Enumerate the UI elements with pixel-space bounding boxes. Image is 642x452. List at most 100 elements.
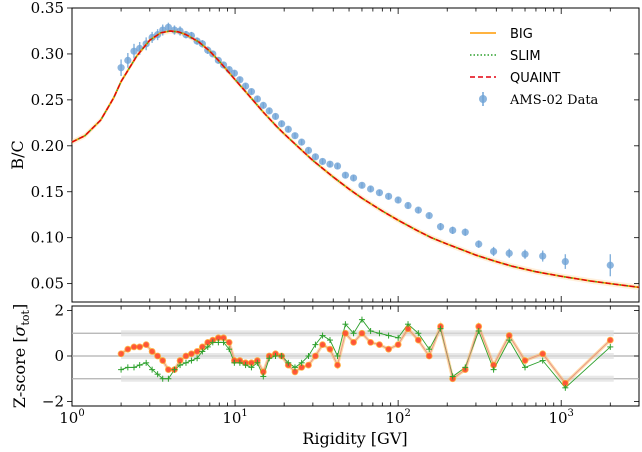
ams02-data-point [449,226,457,234]
zscore-point-quaint [506,332,512,339]
zscore-panel: −202 100 101 102 103 Z-score [σtot] Rigidit… [10,302,640,448]
bottom-data-layer [117,316,614,391]
x-tick-label: 101 [222,408,247,427]
ams02-data-point [367,185,375,193]
ams02-data-point [436,223,445,231]
zscore-ref-band [121,330,614,337]
ams02-data-point [298,138,306,146]
zscore-point-quaint [426,353,432,359]
ams02-data-point [561,257,569,266]
x-tick-base: 10 [548,409,567,427]
ylabel-prefix: Z-score [ [10,336,29,408]
ylabel-suffix: ] [10,304,29,310]
top-plot-frame [71,7,640,303]
ams02-data-point [265,107,273,115]
ams02-data-point [490,247,498,256]
ams02-data-point [414,206,422,214]
zscore-point-quaint [199,344,205,350]
zscore-point-quaint [177,357,183,364]
legend-label-big: BIG [510,27,533,42]
zscore-point-quaint [292,369,298,375]
ams02-data-point [394,196,402,204]
zscore-point-quaint [540,351,546,357]
ams02-data-point [291,132,299,140]
x-tick-label: 103 [548,408,573,427]
series-line-slim [71,30,640,288]
ams02-data-point [606,261,614,269]
x-tick-exponent: 1 [241,408,247,419]
zscore-point-quaint [350,339,357,345]
zscore-ref-band [121,375,614,382]
legend-label-ams02: AMS-02 Data [509,93,599,108]
ams02-data-point [164,23,172,31]
zscore-point-quaint [299,364,305,370]
bc-ratio-panel: 0.05 0.10 0.15 0.20 0.25 0.30 0.35 B/C BIG SLI… [8,0,640,303]
model-uncertainty-band [72,28,639,291]
x-tick-exponent: 2 [404,408,410,419]
bottom-y-tick-label: −2 [42,392,64,410]
zscore-point-quaint [125,346,131,352]
ams02-data-point [278,120,286,128]
ams02-data-point [247,88,256,96]
zscore-point-quaint [143,342,149,348]
x-tick-label: 100 [59,408,84,427]
zscore-point-quaint [522,357,528,364]
top-y-tick-label: 0.35 [31,0,64,17]
top-data-layer [71,22,640,291]
zscore-point-quaint [562,380,568,386]
ams02-data-point [475,240,483,248]
top-y-axis: 0.05 0.10 0.15 0.20 0.25 0.30 0.35 [31,0,639,293]
ams02-data-point [117,64,125,72]
x-tick-base: 10 [59,409,78,427]
ams02-data-point [404,201,412,210]
ams02-data-point [253,95,261,103]
zscore-point-quaint [607,337,613,343]
zscore-point-quaint [118,351,124,357]
top-y-tick-label: 0.10 [31,229,64,247]
ams02-data-point [311,153,320,161]
series-line-quaint [71,30,640,288]
x-axis-label: Rigidity [GV] [302,429,407,448]
zscore-point-quaint [248,360,255,366]
zscore-point-quaint [220,335,227,341]
top-y-tick-label: 0.15 [31,183,64,201]
ams02-data-point [304,146,313,155]
legend-entry-slim: SLIM [470,49,541,64]
legend-entry-ams02: AMS-02 Data [479,92,599,108]
ams02-data-point [461,228,469,236]
legend-label-slim: SLIM [510,49,541,64]
zscore-point-quaint [137,344,143,350]
ams02-data-point [130,47,138,55]
zscore-point-quaint [226,339,232,345]
zscore-point-quaint [165,367,171,373]
ams02-data-point [326,160,334,168]
zscore-point-quaint [327,346,333,352]
ylabel-sub: tot [19,309,32,325]
zscore-point-quaint [342,330,349,336]
zscore-point-quaint [312,353,319,359]
zscore-point-quaint [155,353,161,359]
zscore-point-quaint [215,335,221,341]
top-y-tick-label: 0.05 [31,275,64,293]
x-tick-exponent: 0 [78,408,84,419]
top-y-tick-label: 0.20 [31,137,64,155]
zscore-point-quaint [149,348,155,355]
top-x-axis-ticks [71,8,640,302]
ams02-data-point [333,162,342,170]
ams02-data-point [271,112,280,121]
zscore-point-quaint [183,353,189,359]
x-tick-exponent: 3 [568,408,574,419]
zscore-point-quaint [476,323,482,330]
ams02-data-point [358,181,366,189]
ams02-data-point [349,174,358,182]
ams02-data-point [318,157,327,166]
bottom-y-tick-label: 2 [54,302,64,320]
zscore-point-quaint [415,337,421,343]
zscore-point-quaint [376,342,383,348]
zscore-point-quaint [260,369,266,375]
ams02-data-point [124,56,132,64]
series-line-big [71,30,640,289]
zscore-ref-band [121,353,614,359]
zscore-point-quaint [368,339,374,345]
